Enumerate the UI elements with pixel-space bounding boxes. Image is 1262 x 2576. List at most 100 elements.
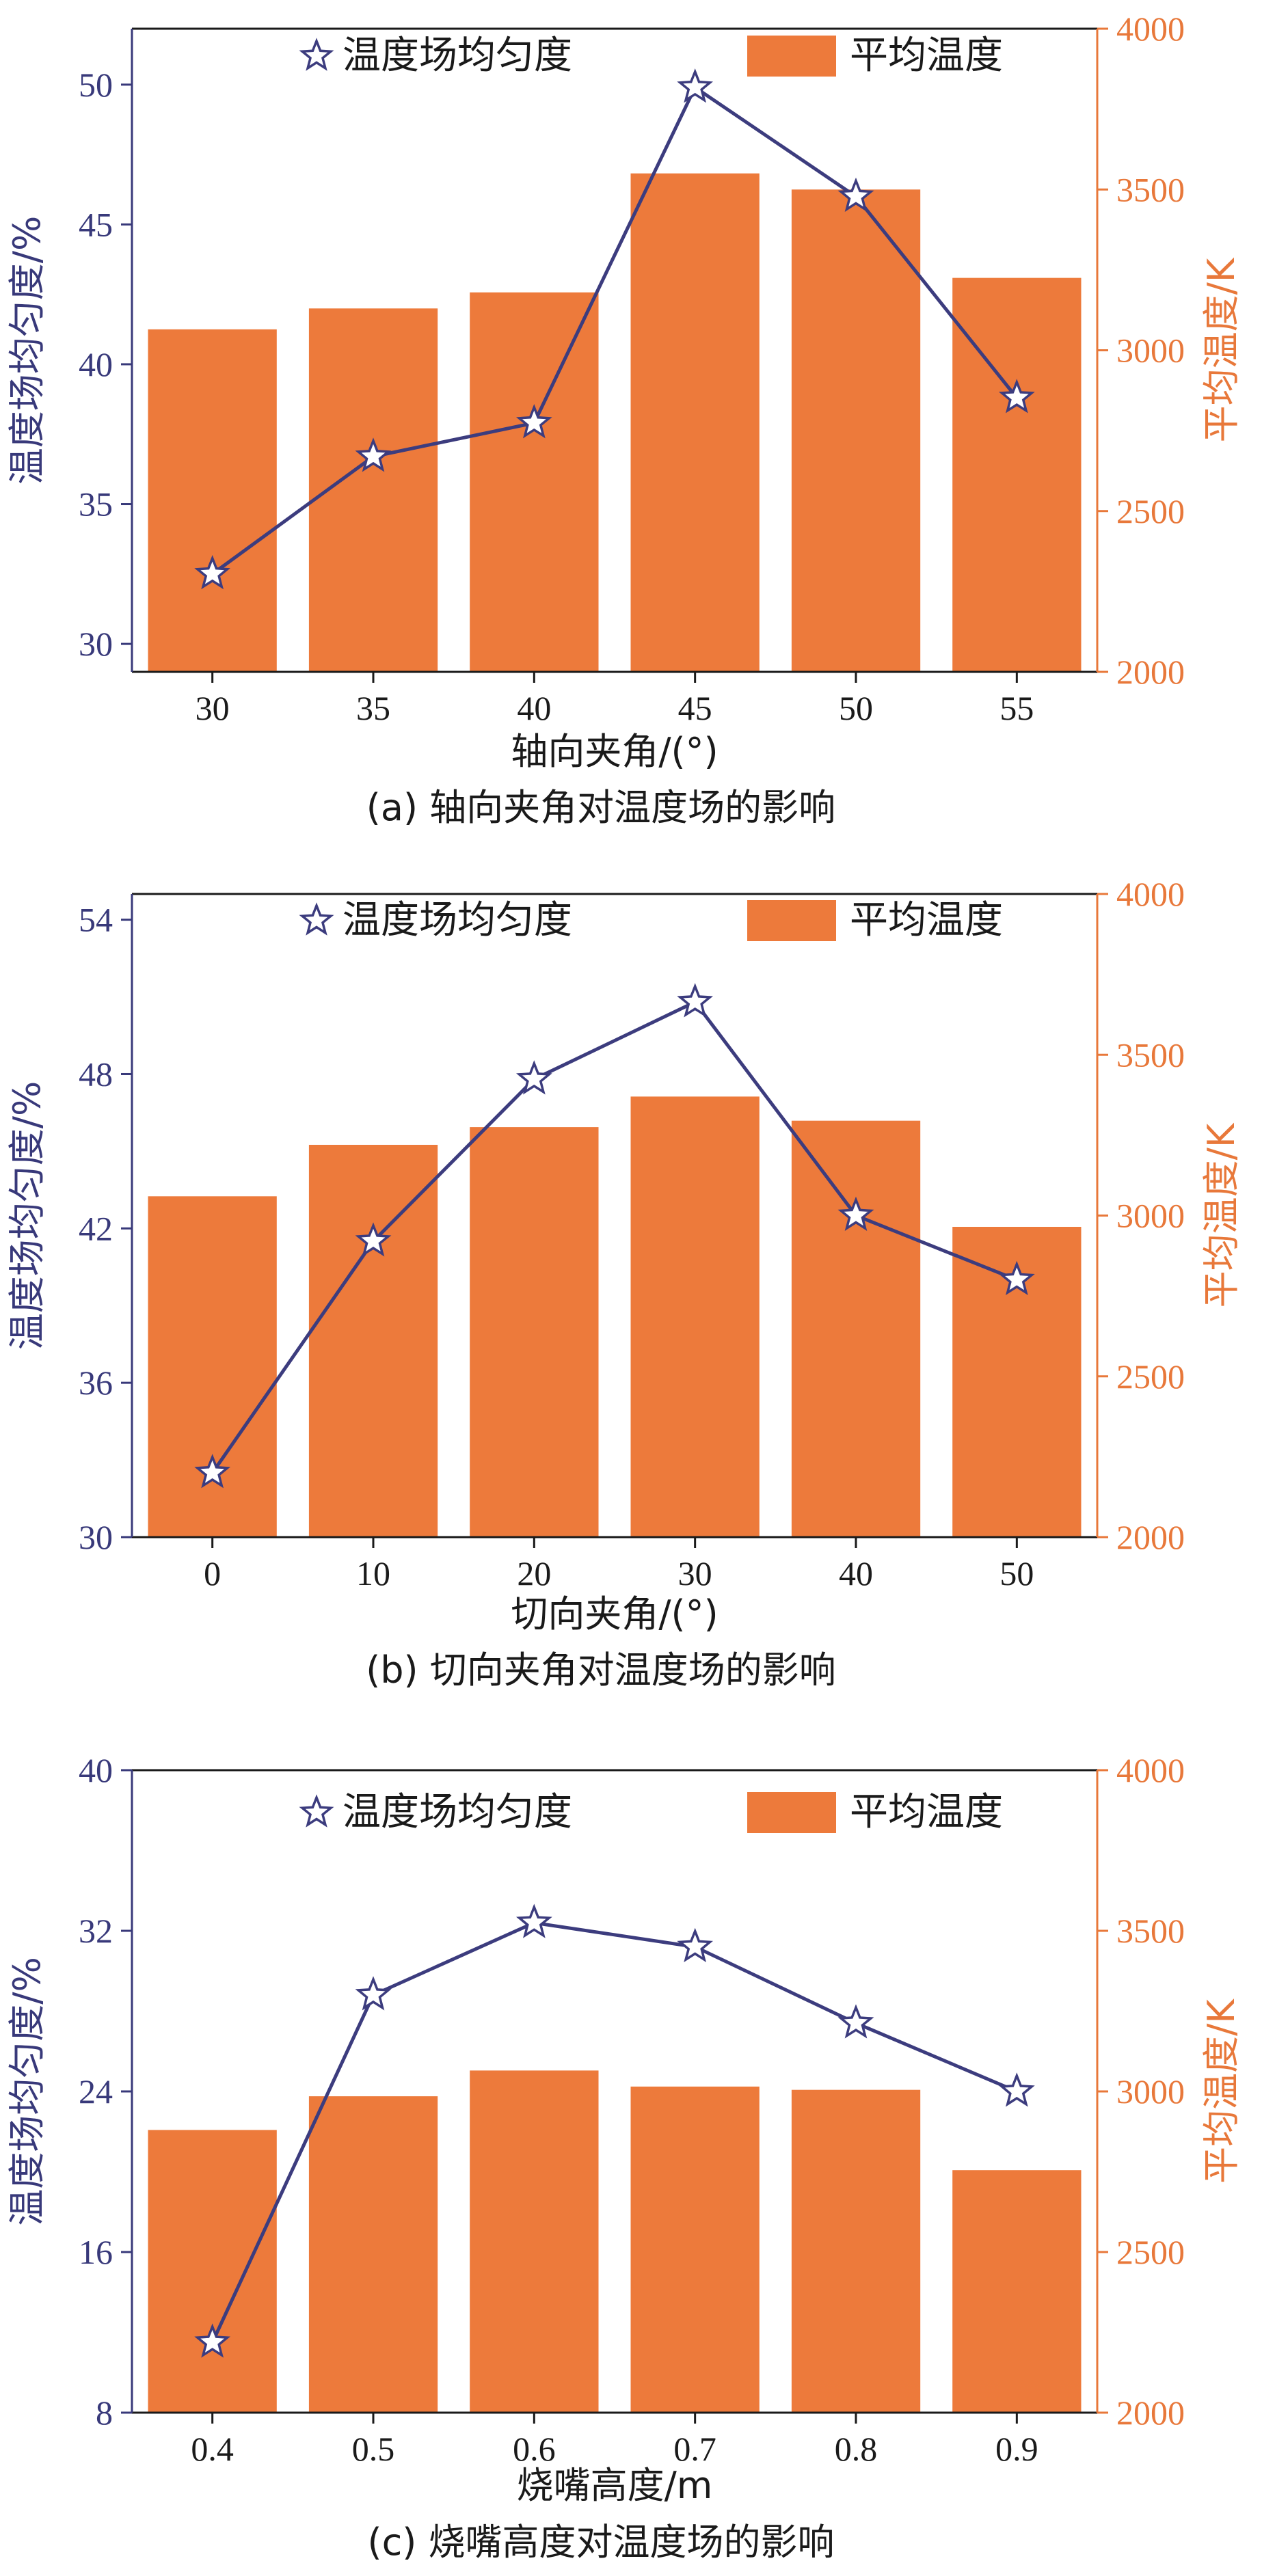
bar-series xyxy=(148,2070,1082,2413)
x-tick-label: 0 xyxy=(204,1554,221,1592)
x-tick-label: 0.4 xyxy=(191,2430,234,2468)
uniformity-point-20 xyxy=(515,1060,552,1095)
uniformity-point-30 xyxy=(194,555,231,590)
legend-line-label: 温度场均匀度 xyxy=(343,898,572,943)
uniformity-point-0.7 xyxy=(677,1927,714,1962)
bar-0.6 xyxy=(470,2070,599,2413)
left-axis-label: 温度场均匀度/% xyxy=(5,1081,49,1351)
legend-bar-swatch xyxy=(747,36,836,77)
uniformity-point-40 xyxy=(837,1196,874,1231)
right-tick-label: 3500 xyxy=(1116,170,1185,208)
x-tick-label: 40 xyxy=(839,1554,873,1592)
right-tick-label: 3500 xyxy=(1116,1035,1185,1074)
right-axis-label: 平均温度/K xyxy=(1200,1122,1243,1307)
x-tick-label: 0.6 xyxy=(513,2430,556,2468)
bar-40 xyxy=(791,1120,921,1537)
chart-panel-3: 0.4 0.5 0.6 0.7 0.8 0.9 8 16 24 32 40 2000 2500 3000 3… xyxy=(5,1751,1243,2564)
right-tick-label: 3500 xyxy=(1116,1912,1185,1950)
uniformity-point-50 xyxy=(998,1260,1035,1296)
uniformity-point-0.6 xyxy=(515,1903,552,1938)
right-tick-label: 2000 xyxy=(1116,2394,1185,2432)
right-tick-label: 3000 xyxy=(1116,2072,1185,2111)
uniformity-point-45 xyxy=(677,68,714,103)
panel-caption: (a) 轴向夹角对温度场的影响 xyxy=(366,786,835,829)
legend-bar-label: 平均温度 xyxy=(850,898,1003,943)
left-tick-label: 42 xyxy=(79,1209,113,1247)
uniformity-line xyxy=(211,1921,1018,2344)
chart-panel-2: 0 10 20 30 40 50 30 36 42 48 54 2000 2500 3000 3500 400… xyxy=(5,875,1243,1692)
legend-bar-label: 平均温度 xyxy=(850,1790,1003,1834)
x-tick-label: 55 xyxy=(999,689,1034,727)
right-axis-label: 平均温度/K xyxy=(1200,1998,1243,2184)
panel-caption: (c) 烧嘴高度对温度场的影响 xyxy=(368,2521,835,2564)
left-tick-label: 40 xyxy=(79,345,113,383)
right-tick-label: 4000 xyxy=(1116,875,1185,913)
uniformity-line xyxy=(211,85,1019,575)
left-tick-label: 50 xyxy=(79,66,113,104)
x-tick-label: 0.7 xyxy=(673,2430,716,2468)
legend-line-label: 温度场均匀度 xyxy=(343,33,572,78)
x-tick-label: 50 xyxy=(999,1554,1034,1592)
left-tick-label: 30 xyxy=(79,1518,113,1556)
left-tick-label: 36 xyxy=(79,1364,113,1402)
uniformity-point-10 xyxy=(355,1222,392,1257)
left-tick-label: 35 xyxy=(79,485,113,524)
uniformity-point-40 xyxy=(515,404,552,439)
left-tick-label: 30 xyxy=(79,625,113,663)
x-tick-label: 0.5 xyxy=(352,2430,395,2468)
x-tick-label: 10 xyxy=(356,1554,390,1592)
left-tick-label: 16 xyxy=(79,2233,113,2271)
star-icon xyxy=(299,38,334,71)
uniformity-point-0.9 xyxy=(998,2072,1035,2107)
x-tick-label: 30 xyxy=(196,689,230,727)
bar-0.8 xyxy=(791,2089,921,2413)
x-tick-label: 35 xyxy=(356,689,390,727)
legend: 温度场均匀度 平均温度 xyxy=(299,898,1003,943)
right-tick-label: 4000 xyxy=(1116,10,1185,48)
legend-line-label: 温度场均匀度 xyxy=(343,1790,572,1834)
uniformity-line xyxy=(211,999,1018,1474)
uniformity-point-30 xyxy=(677,983,714,1018)
legend-bar-label: 平均温度 xyxy=(850,33,1003,78)
panel-caption: (b) 切向夹角对温度场的影响 xyxy=(366,1649,836,1692)
bar-30 xyxy=(630,1096,760,1537)
left-axis-label: 温度场均匀度/% xyxy=(5,1957,49,2226)
bar-0.4 xyxy=(148,2130,277,2413)
right-tick-label: 4000 xyxy=(1116,1751,1185,1789)
right-axis-label: 平均温度/K xyxy=(1200,257,1243,442)
right-tick-label: 3000 xyxy=(1116,1197,1185,1235)
right-tick-label: 2500 xyxy=(1116,2233,1185,2271)
bar-40 xyxy=(470,292,599,672)
bar-0.7 xyxy=(630,2086,760,2413)
x-tick-label: 30 xyxy=(678,1554,712,1592)
uniformity-point-0 xyxy=(194,1454,231,1489)
x-tick-label: 20 xyxy=(517,1554,551,1592)
left-tick-label: 45 xyxy=(79,205,113,243)
left-axis-label: 温度场均匀度/% xyxy=(5,216,49,485)
star-icon xyxy=(299,902,334,936)
right-tick-label: 2000 xyxy=(1116,653,1185,691)
left-tick-label: 48 xyxy=(79,1055,113,1093)
x-axis-label: 烧嘴高度/m xyxy=(517,2464,713,2507)
uniformity-point-0.5 xyxy=(355,1976,392,2011)
bar-45 xyxy=(630,173,760,672)
uniformity-point-0.8 xyxy=(837,2004,874,2039)
bar-0.5 xyxy=(308,2096,438,2413)
bar-10 xyxy=(308,1145,438,1537)
bar-30 xyxy=(148,329,277,672)
bar-50 xyxy=(791,189,921,673)
right-tick-label: 3000 xyxy=(1116,331,1185,370)
legend-bar-swatch xyxy=(747,900,836,941)
left-tick-label: 40 xyxy=(79,1751,113,1789)
left-tick-label: 8 xyxy=(96,2394,113,2432)
uniformity-point-55 xyxy=(998,379,1035,413)
bar-series xyxy=(148,1096,1082,1537)
left-tick-label: 54 xyxy=(79,901,113,939)
chart-panel-1: 30 35 40 45 50 55 30 35 40 45 50 2000 2500 3000 3500 40… xyxy=(5,10,1243,829)
uniformity-point-35 xyxy=(355,437,392,472)
bar-35 xyxy=(308,308,438,672)
x-axis-label: 切向夹角/(°) xyxy=(511,1592,718,1636)
x-tick-label: 40 xyxy=(517,689,551,727)
